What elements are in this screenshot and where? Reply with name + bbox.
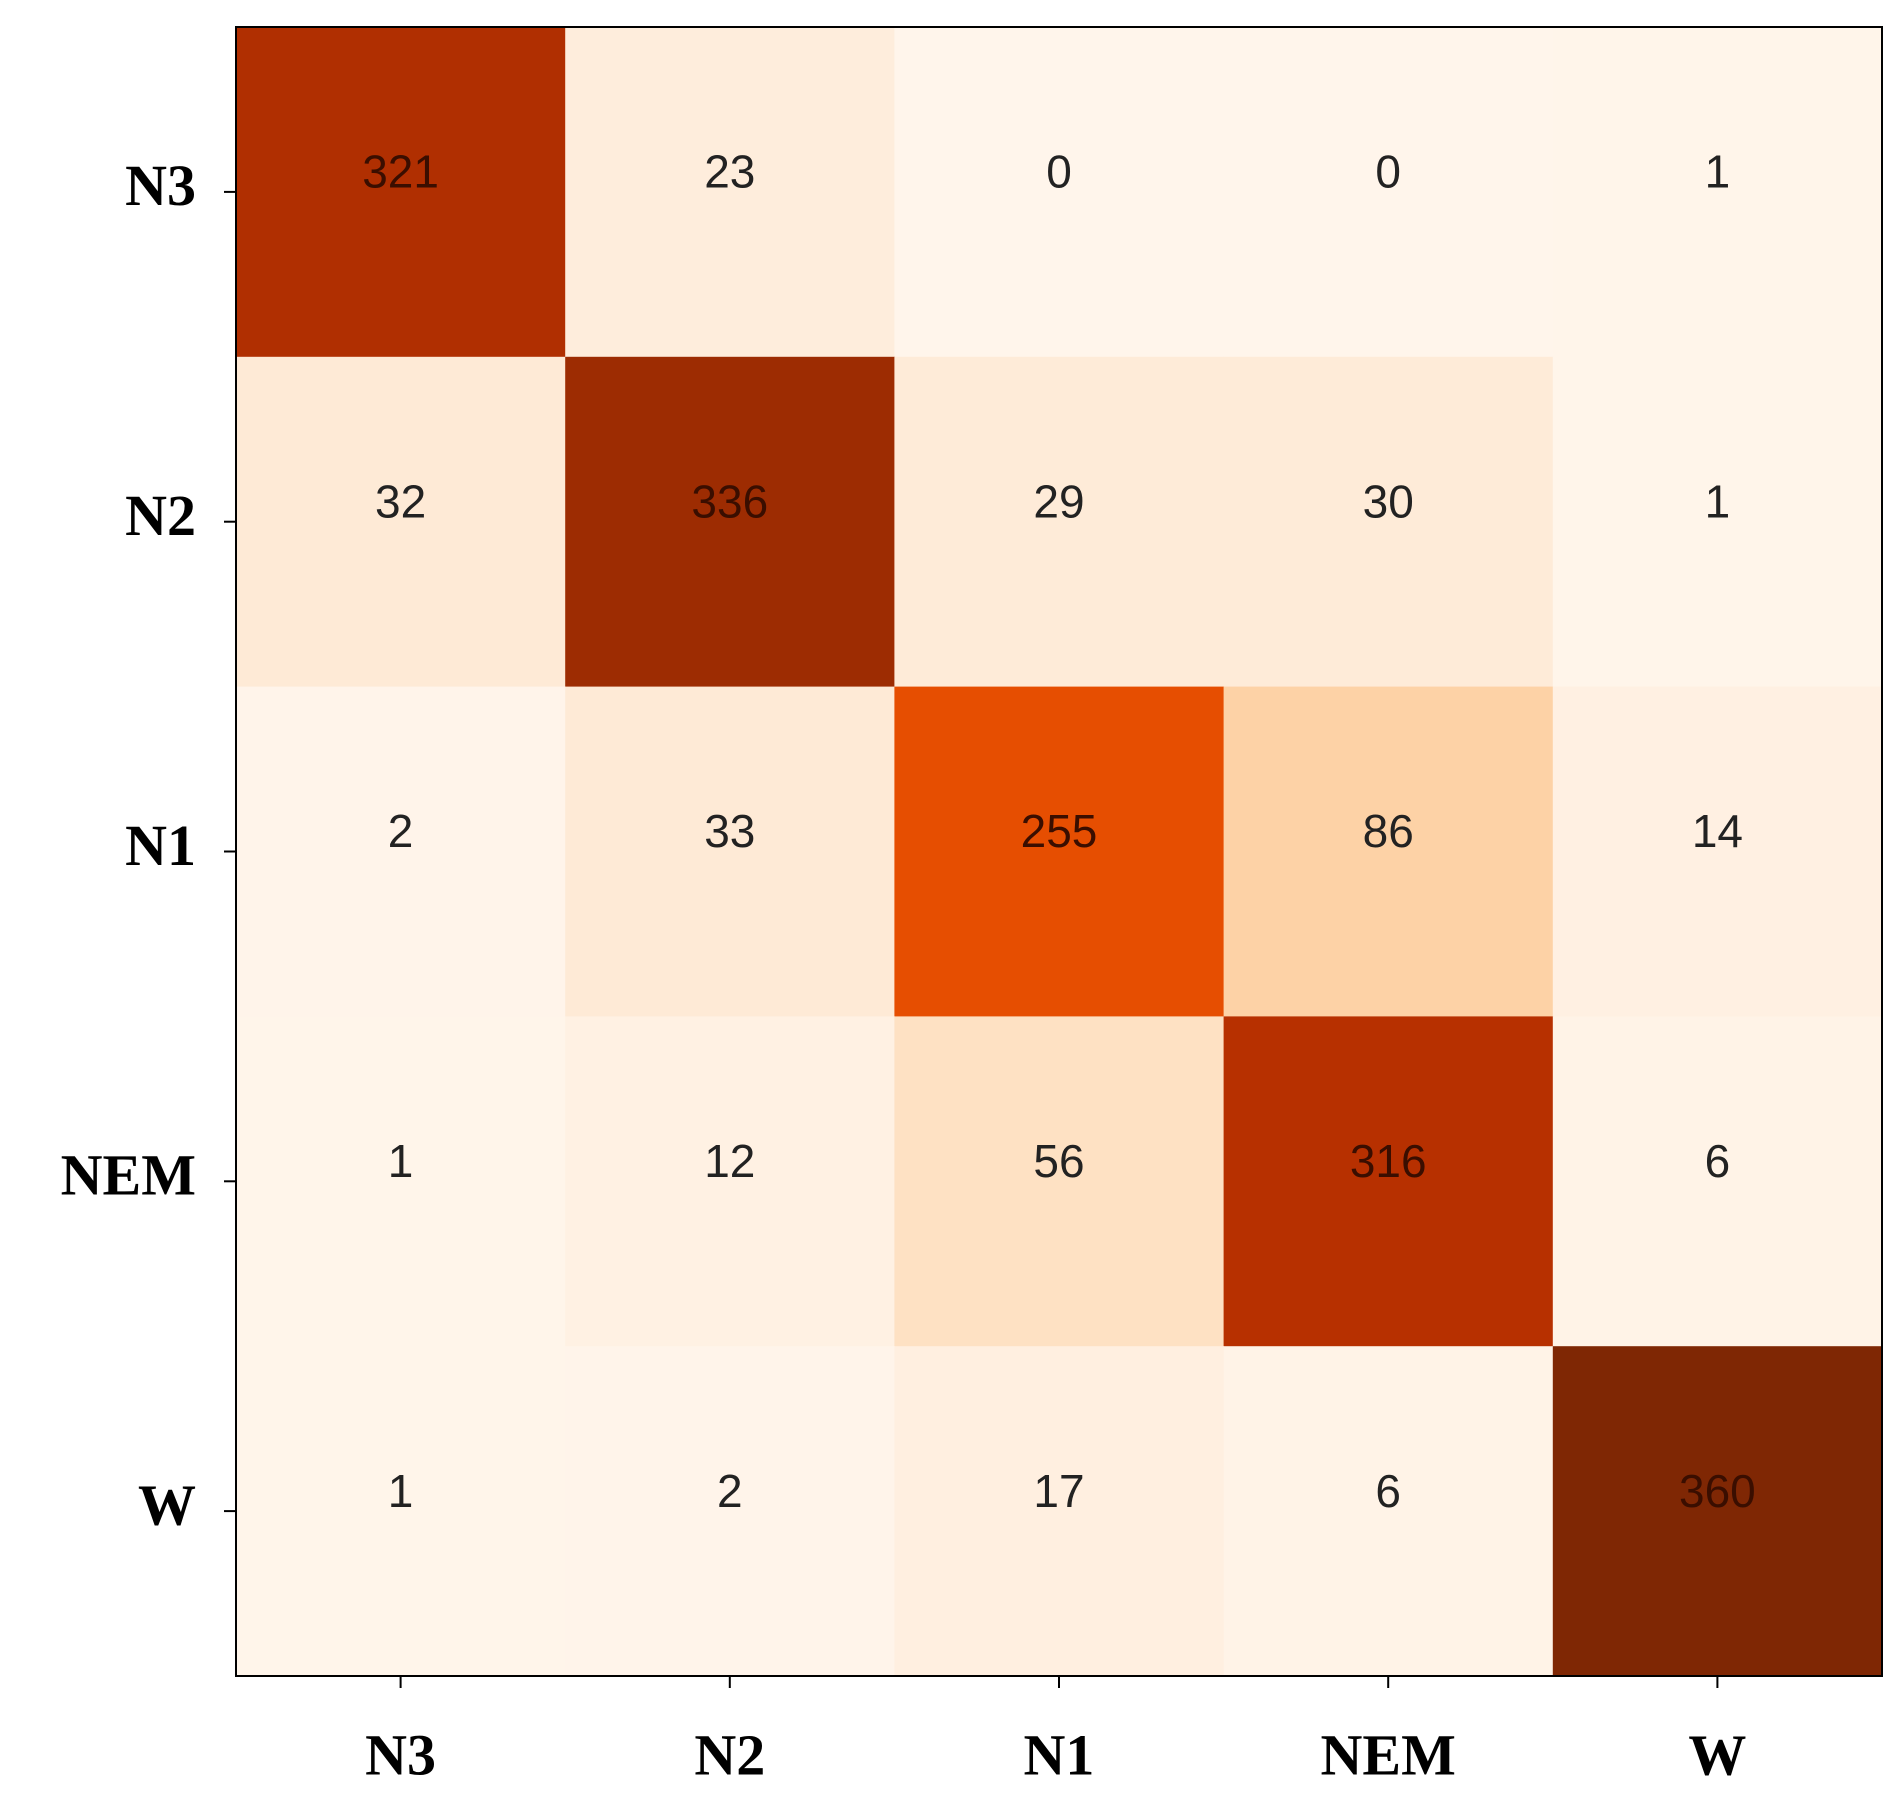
cell-label: 6	[1705, 1135, 1731, 1187]
heatmap-cell	[1552, 686, 1883, 1017]
heatmap-cell	[894, 356, 1225, 688]
cell-label: 56	[1033, 1135, 1084, 1187]
y-tick-label: N1	[125, 813, 196, 878]
cell-label: 321	[362, 146, 439, 198]
heatmap-cell	[565, 1346, 895, 1677]
cell-label: 255	[1021, 805, 1098, 857]
cell-label: 14	[1692, 805, 1743, 857]
heatmap-cell	[565, 1016, 895, 1347]
y-tick-label: W	[138, 1472, 196, 1537]
x-tick-label: W	[1688, 1722, 1746, 1787]
x-tick-label: N2	[694, 1722, 765, 1787]
cell-label: 1	[388, 1465, 414, 1517]
cell-label: 360	[1679, 1465, 1756, 1517]
heatmap-cell	[1223, 686, 1554, 1017]
heatmap-cell	[1223, 1016, 1554, 1347]
cell-label: 1	[1705, 475, 1731, 527]
x-tick-label: N1	[1024, 1722, 1095, 1787]
x-tick-label: N3	[365, 1722, 436, 1787]
heatmap-cell	[236, 1016, 566, 1347]
cell-label: 12	[704, 1135, 755, 1187]
cell-label: 1	[1705, 146, 1731, 198]
cell-label: 0	[1375, 146, 1401, 198]
cell-label: 17	[1033, 1465, 1084, 1517]
heatmap-cell	[565, 356, 895, 688]
x-tick-label: NEM	[1321, 1722, 1456, 1787]
heatmap-cell	[236, 356, 566, 688]
y-tick-label: N2	[125, 483, 196, 548]
y-tick-label: N3	[125, 153, 196, 218]
heatmap-cell	[894, 686, 1225, 1017]
cell-label: 1	[388, 1135, 414, 1187]
heatmap-cell	[565, 27, 895, 358]
cell-label: 336	[691, 475, 768, 527]
heatmap-cell	[1223, 356, 1554, 688]
heatmap-cell	[894, 27, 1225, 358]
cell-label: 33	[704, 805, 755, 857]
cell-label: 32	[375, 475, 426, 527]
heatmap-cell	[565, 686, 895, 1017]
cell-label: 30	[1363, 475, 1414, 527]
cell-label: 316	[1350, 1135, 1427, 1187]
heatmap-cell	[236, 686, 566, 1017]
cell-label: 86	[1363, 805, 1414, 857]
heatmap-cell	[1552, 1346, 1883, 1677]
cell-label: 23	[704, 146, 755, 198]
y-tick-label: NEM	[61, 1143, 196, 1208]
cell-label: 2	[717, 1465, 743, 1517]
cell-label: 0	[1046, 146, 1072, 198]
cell-label: 2	[388, 805, 414, 857]
cell-label: 29	[1033, 475, 1084, 527]
heatmap-cell	[1552, 27, 1883, 358]
heatmap-cell	[1223, 27, 1554, 358]
heatmap-cell	[894, 1346, 1225, 1677]
heatmap-cell	[1223, 1346, 1554, 1677]
heatmap-cell	[236, 1346, 566, 1677]
heatmap-cell	[1552, 1016, 1883, 1347]
heatmap-cell	[236, 27, 566, 358]
heatmap-cell	[1552, 356, 1883, 688]
cell-label: 6	[1375, 1465, 1401, 1517]
heatmap-cell	[894, 1016, 1225, 1347]
